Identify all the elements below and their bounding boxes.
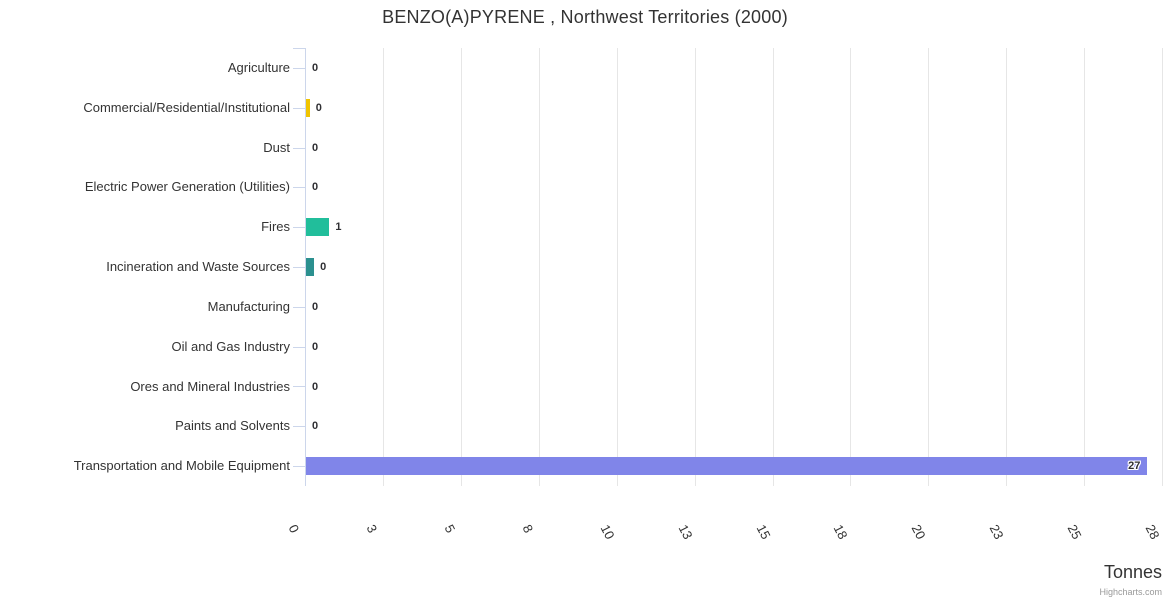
- axis-boundary-tick: [293, 48, 305, 49]
- x-gridline: [1162, 48, 1163, 486]
- category-tick: [293, 466, 305, 467]
- chart-title: BENZO(A)PYRENE , Northwest Territories (…: [382, 7, 788, 27]
- category-label: Oil and Gas Industry: [171, 338, 291, 354]
- highcharts-credit-link[interactable]: Highcharts.com: [1099, 587, 1162, 597]
- data-label: 0: [312, 420, 319, 433]
- category-label: Agriculture: [227, 59, 290, 75]
- category-label: Commercial/Residential/Institutional: [83, 99, 290, 115]
- bar[interactable]: [306, 258, 315, 276]
- category-label: Incineration and Waste Sources: [106, 259, 290, 274]
- data-label: 0: [312, 181, 319, 194]
- x-gridline: [850, 48, 852, 486]
- x-tick-label: 8: [519, 522, 536, 536]
- x-tick-label: 15: [753, 522, 774, 542]
- category-label: Manufacturing: [207, 298, 290, 314]
- bar[interactable]: [306, 457, 1148, 476]
- data-label: 0: [312, 61, 319, 74]
- xaxis-title: Tonnes: [1103, 562, 1162, 582]
- data-label: 0: [320, 261, 327, 273]
- data-label: 27: [1128, 460, 1141, 473]
- x-gridline: [382, 48, 384, 486]
- data-label: 0: [312, 340, 319, 353]
- category-tick: [293, 148, 305, 149]
- data-label: 0: [312, 141, 319, 154]
- x-tick-label: 10: [597, 522, 618, 542]
- x-tick-label: 20: [908, 522, 929, 542]
- category-tick: [293, 386, 305, 387]
- category-tick: [293, 426, 305, 427]
- x-gridline: [928, 48, 930, 486]
- data-label: 1: [335, 221, 342, 234]
- category-tick: [293, 68, 305, 69]
- category-tick: [293, 187, 305, 188]
- bar[interactable]: [306, 218, 330, 237]
- data-label: 0: [312, 300, 319, 313]
- category-tick: [293, 347, 305, 348]
- x-gridline: [1084, 48, 1086, 486]
- category-label: Transportation and Mobile Equipment: [73, 458, 290, 474]
- y-axis-line: [305, 48, 306, 486]
- category-tick: [293, 267, 305, 268]
- x-gridline: [538, 48, 540, 486]
- data-label: 0: [315, 101, 322, 114]
- x-gridline: [694, 48, 696, 486]
- x-tick-label: 18: [831, 522, 851, 542]
- x-tick-label: 28: [1142, 522, 1163, 542]
- x-tick-label: 0: [285, 522, 303, 536]
- x-tick-label: 23: [986, 522, 1007, 542]
- x-gridline: [616, 48, 618, 486]
- x-tick-label: 3: [363, 522, 381, 536]
- category-label: Electric Power Generation (Utilities): [84, 179, 290, 195]
- bar[interactable]: [306, 98, 310, 117]
- x-tick-label: 5: [441, 522, 459, 536]
- category-tick: [293, 108, 305, 109]
- x-gridline: [772, 48, 774, 486]
- data-label: 0: [312, 380, 319, 393]
- x-tick-label: 13: [675, 522, 696, 542]
- category-label: Fires: [261, 219, 290, 235]
- x-tick-label: 25: [1064, 522, 1085, 542]
- category-tick: [293, 307, 305, 308]
- category-label: Paints and Solvents: [175, 418, 290, 434]
- x-gridline: [460, 48, 462, 486]
- x-gridline: [1006, 48, 1008, 486]
- category-label: Ores and Mineral Industries: [130, 378, 290, 394]
- category-tick: [293, 227, 305, 228]
- category-label: Dust: [263, 139, 290, 155]
